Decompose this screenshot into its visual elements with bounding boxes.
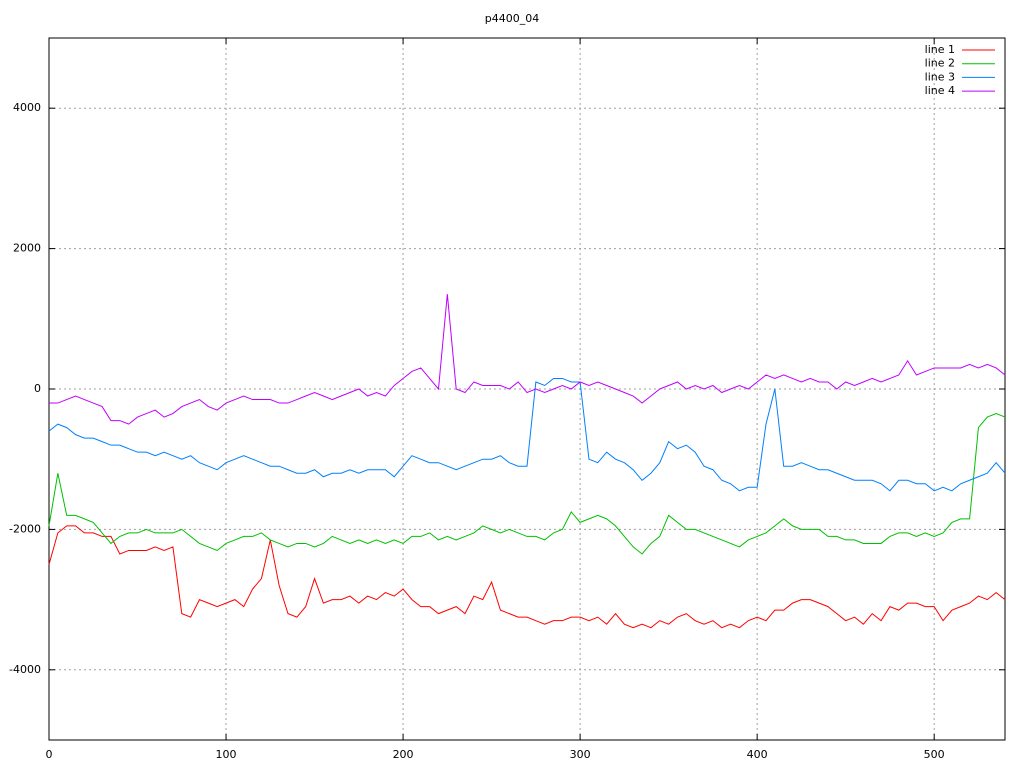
x-tick-label: 0 [46, 748, 53, 761]
y-tick-label: 4000 [13, 101, 41, 114]
data-line [48, 525, 1006, 629]
data-line [48, 377, 1006, 492]
y-tick-label: -4000 [9, 663, 41, 676]
legend-label: line 3 [925, 70, 955, 83]
x-tick-label: 100 [216, 748, 237, 761]
x-tick-label: 500 [924, 748, 945, 761]
legend-label: line 4 [925, 84, 955, 97]
y-tick-label: -2000 [9, 522, 41, 535]
legend-label: line 1 [925, 43, 955, 56]
plot-frame [48, 37, 1006, 741]
x-tick-label: 200 [393, 748, 414, 761]
data-line [49, 294, 1006, 425]
x-tick-label: 300 [570, 748, 591, 761]
y-tick-label: 0 [34, 382, 41, 395]
chart-title: p4400_04 [485, 12, 539, 25]
x-tick-label: 400 [747, 748, 768, 761]
data-line [48, 413, 1006, 555]
y-tick-label: 2000 [13, 242, 41, 255]
legend-label: line 2 [925, 57, 955, 70]
